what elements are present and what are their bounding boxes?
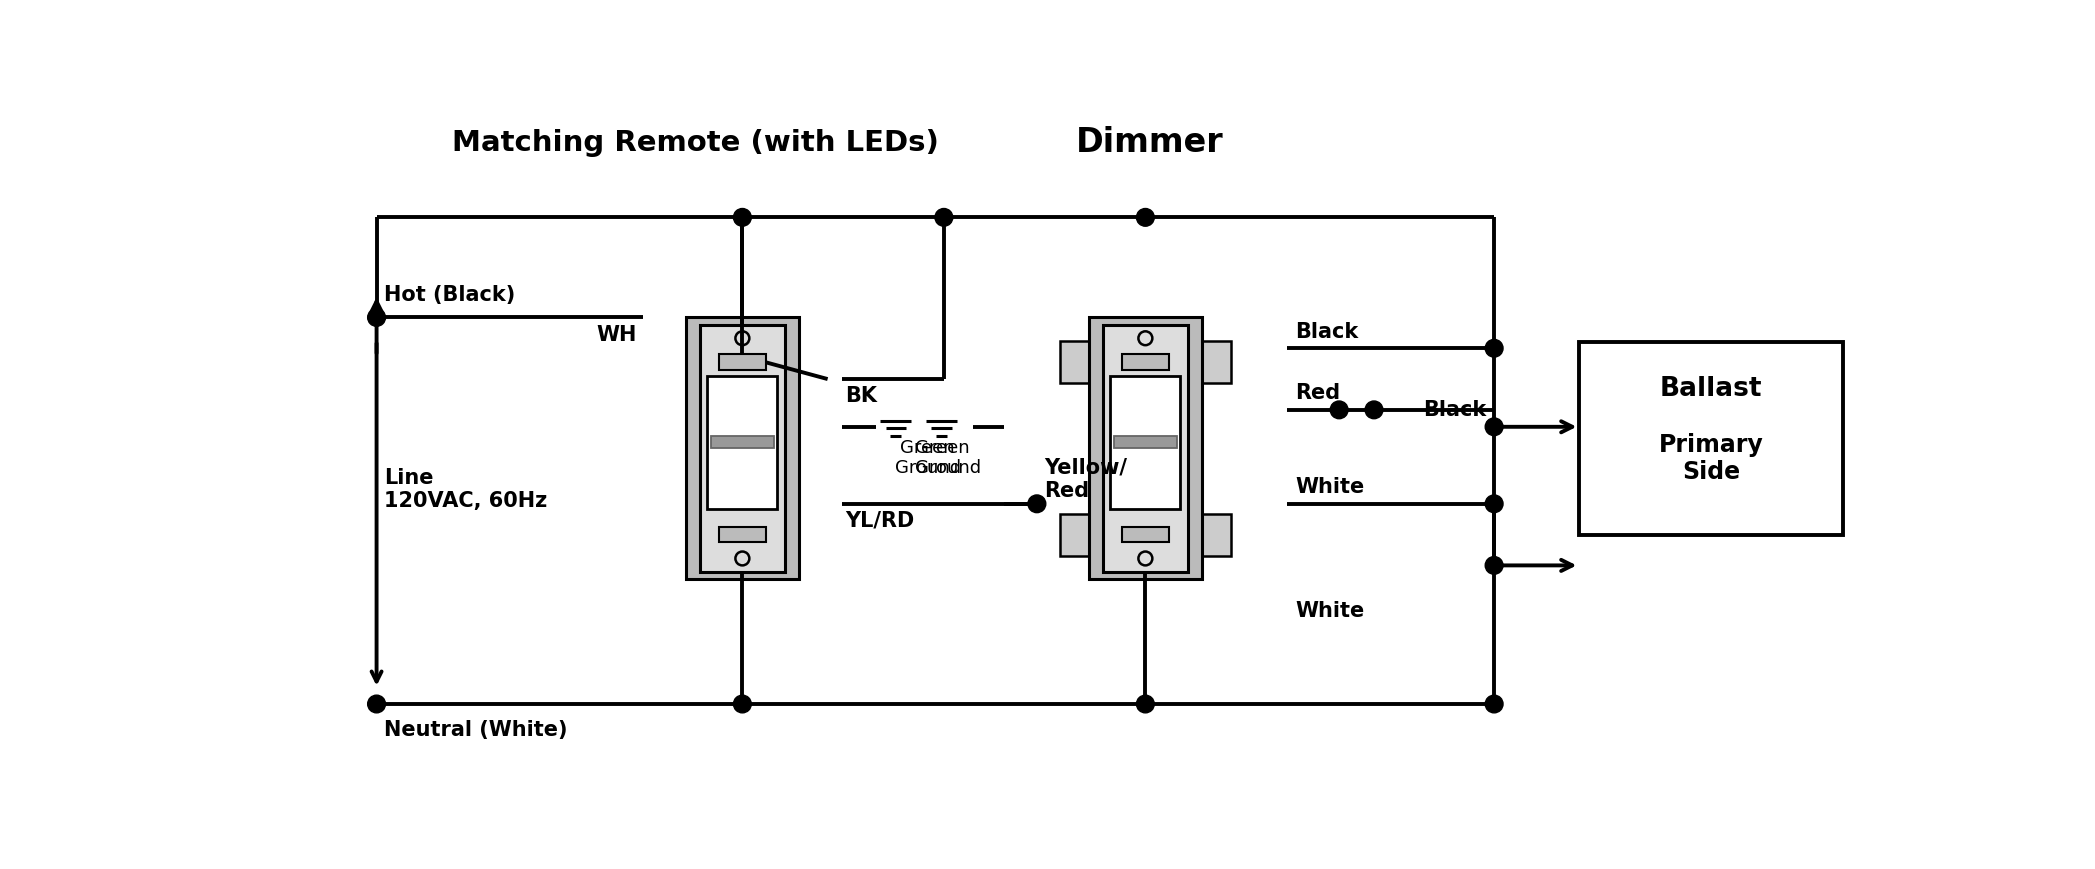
Text: Ballast: Ballast <box>1659 376 1762 401</box>
Circle shape <box>367 309 385 327</box>
Bar <box>710 436 773 449</box>
Text: Line
120VAC, 60Hz: Line 120VAC, 60Hz <box>383 468 547 510</box>
Circle shape <box>1330 401 1347 419</box>
Bar <box>1060 342 1102 383</box>
Bar <box>1580 342 1844 535</box>
Circle shape <box>1029 495 1045 513</box>
Text: White: White <box>1295 476 1364 496</box>
Circle shape <box>367 695 385 713</box>
Bar <box>1123 355 1169 370</box>
Bar <box>1188 514 1230 556</box>
Text: Hot (Black): Hot (Black) <box>383 284 515 304</box>
Circle shape <box>1485 495 1502 513</box>
Circle shape <box>1485 419 1502 436</box>
Text: BK: BK <box>844 386 876 406</box>
Circle shape <box>1366 401 1383 419</box>
Circle shape <box>733 695 752 713</box>
Text: Neutral (White): Neutral (White) <box>383 720 568 740</box>
Text: Yellow/
Red: Yellow/ Red <box>1045 457 1127 501</box>
Bar <box>1188 342 1230 383</box>
Text: Matching Remote (with LEDs): Matching Remote (with LEDs) <box>453 129 939 156</box>
Bar <box>719 527 767 542</box>
Text: Dimmer: Dimmer <box>1075 126 1223 159</box>
Text: Primary
Side: Primary Side <box>1659 432 1764 484</box>
Bar <box>1089 318 1203 580</box>
Circle shape <box>1485 340 1502 358</box>
Bar <box>1060 514 1102 556</box>
Bar <box>708 376 777 509</box>
Circle shape <box>1135 209 1154 227</box>
Circle shape <box>1485 557 1502 574</box>
Text: Red: Red <box>1295 382 1341 402</box>
Bar <box>1110 376 1179 509</box>
Text: White: White <box>1295 600 1364 620</box>
Text: Green
Ground: Green Ground <box>916 438 980 477</box>
Text: Green
Ground: Green Ground <box>895 438 962 477</box>
Bar <box>700 326 786 572</box>
Circle shape <box>934 209 953 227</box>
Text: WH: WH <box>597 324 637 344</box>
Bar <box>685 318 798 580</box>
Bar <box>1102 326 1188 572</box>
Text: Black: Black <box>1295 322 1358 342</box>
Bar <box>719 355 767 370</box>
Circle shape <box>1485 695 1502 713</box>
Circle shape <box>733 209 752 227</box>
Bar <box>1115 436 1177 449</box>
Circle shape <box>1135 695 1154 713</box>
Bar <box>1123 527 1169 542</box>
Text: YL/RD: YL/RD <box>844 510 913 530</box>
Text: Black: Black <box>1423 400 1485 420</box>
